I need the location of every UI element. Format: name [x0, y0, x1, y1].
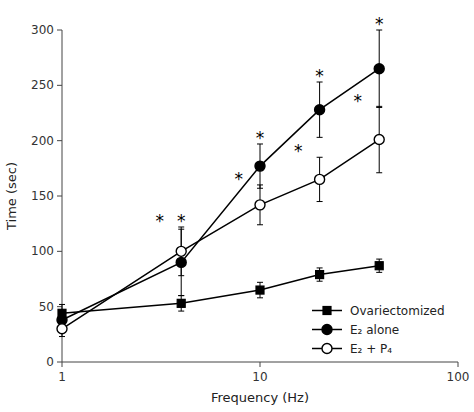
error-bar-cap: [317, 267, 323, 268]
series-line: [62, 266, 379, 314]
marker: [315, 105, 325, 115]
error-bar-cap: [376, 106, 382, 107]
error-bar-cap: [317, 137, 323, 138]
y-tick-label: 100: [31, 244, 54, 258]
legend-label: E₂ + P₄: [350, 342, 392, 356]
legend-label: E₂ alone: [350, 323, 399, 337]
error-bar: [376, 259, 382, 272]
y-tick-label: 200: [31, 134, 54, 148]
error-bar-cap: [257, 184, 263, 185]
error-bar-cap: [317, 157, 323, 158]
error-bar-cap: [178, 275, 184, 276]
legend-marker: [322, 325, 332, 335]
annotation: *: [177, 211, 186, 231]
error-bar: [257, 282, 263, 297]
series: [57, 106, 384, 336]
y-tick: [57, 140, 62, 141]
error-bar-cap: [59, 336, 65, 337]
annotations: * * * * * * * *: [156, 14, 384, 231]
x-tick-label: 1: [58, 370, 66, 384]
chart: 1 10 100 0 50 100 150 200 250 300 Frequency (Hz) Ti…: [0, 0, 474, 412]
error-bar-cap: [376, 259, 382, 260]
error-bar-cap: [317, 201, 323, 202]
annotation: *: [375, 14, 384, 34]
marker: [57, 324, 67, 334]
marker: [374, 64, 384, 74]
marker: [315, 174, 325, 184]
x-tick-label: 10: [252, 370, 267, 384]
error-bar-cap: [376, 172, 382, 173]
legend-label: Ovariectomized: [350, 304, 445, 318]
x-tick: [62, 362, 63, 367]
error-bar: [317, 268, 323, 281]
marker: [256, 286, 264, 294]
legend: Ovariectomized E₂ alone E₂ + P₄: [312, 304, 445, 356]
marker: [176, 246, 186, 256]
series: [57, 30, 384, 325]
y-tick: [57, 196, 62, 197]
error-bar-cap: [178, 311, 184, 312]
error-bar: [178, 296, 184, 311]
series: [58, 259, 383, 322]
y-tick-label: 300: [31, 23, 54, 37]
y-tick-label: 0: [46, 355, 54, 369]
marker: [374, 135, 384, 145]
y-tick: [57, 30, 62, 31]
error-bar-cap: [59, 321, 65, 322]
x-tick-label: 100: [447, 370, 470, 384]
marker: [375, 262, 383, 270]
annotation: *: [234, 169, 243, 189]
error-bar-cap: [178, 295, 184, 296]
y-tick: [57, 85, 62, 86]
error-bar-cap: [257, 297, 263, 298]
annotation: *: [156, 211, 165, 231]
error-bar-cap: [178, 295, 184, 296]
x-axis-label: Frequency (Hz): [211, 390, 309, 405]
plot-area: [57, 30, 384, 337]
annotation: *: [294, 141, 303, 161]
y-tick: [57, 362, 62, 363]
series-line: [62, 140, 379, 329]
annotation: *: [315, 66, 324, 86]
y-tick-label: 250: [31, 78, 54, 92]
legend-marker: [322, 344, 332, 354]
y-axis-label: Time (sec): [4, 162, 19, 231]
error-bar-cap: [257, 282, 263, 283]
axes: 1 10 100 0 50 100 150 200 250 300: [31, 23, 469, 384]
y-tick: [57, 306, 62, 307]
y-tick-label: 150: [31, 189, 54, 203]
error-bar-cap: [376, 272, 382, 273]
error-bar-cap: [257, 224, 263, 225]
annotation: *: [256, 128, 265, 148]
legend-marker: [323, 307, 331, 315]
marker: [177, 299, 185, 307]
marker: [255, 200, 265, 210]
x-tick: [260, 362, 261, 367]
marker: [316, 271, 324, 279]
y-tick-label: 50: [39, 300, 54, 314]
error-bar-cap: [317, 281, 323, 282]
series-line: [62, 69, 379, 320]
error-bar-cap: [59, 304, 65, 305]
marker: [255, 161, 265, 171]
y-tick: [57, 251, 62, 252]
x-tick: [458, 362, 459, 367]
annotation: *: [354, 91, 363, 111]
